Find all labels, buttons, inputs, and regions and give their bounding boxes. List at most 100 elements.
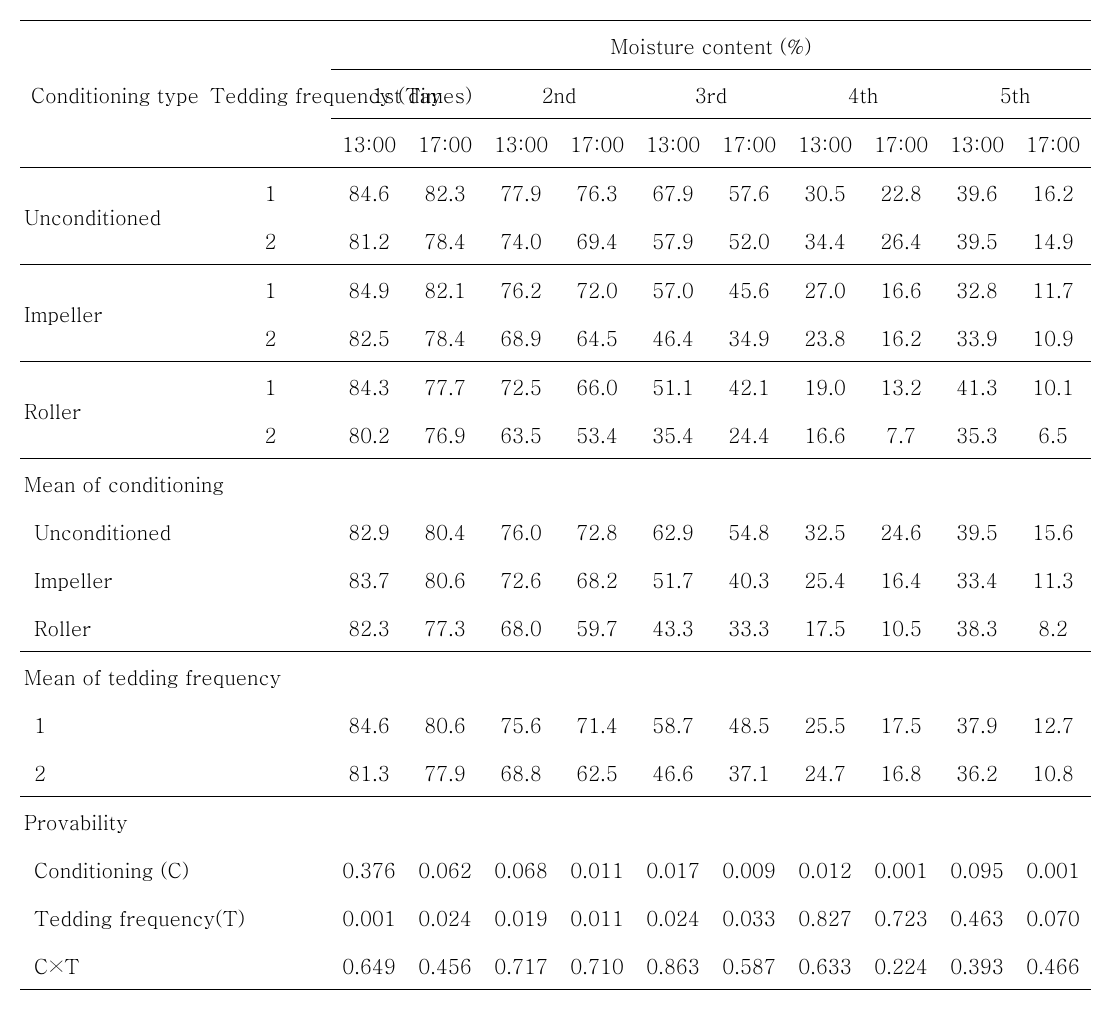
value-cell: 82.5 (331, 313, 407, 362)
label: Conditioning type (31, 80, 199, 109)
value-cell: 48.5 (711, 700, 787, 748)
value-cell: 22.8 (863, 168, 939, 217)
row-label: Tedding frequency(T) (20, 893, 331, 941)
value-cell: 52.0 (711, 216, 787, 265)
value-cell: 16.8 (863, 748, 939, 797)
value-cell: 82.3 (407, 168, 483, 217)
label: 3rd (695, 80, 727, 109)
value-cell: 0.633 (787, 941, 863, 990)
label: 17:00 (418, 129, 472, 158)
value-cell: 0.376 (331, 845, 407, 893)
value-cell: 57.9 (635, 216, 711, 265)
col-day-3: 3rd (635, 70, 787, 119)
col-day-5: 5th (939, 70, 1091, 119)
row-label: Conditioning (C) (20, 845, 331, 893)
value-cell: 84.6 (331, 168, 407, 217)
value-cell: 16.6 (787, 410, 863, 459)
value-cell: 0.011 (559, 845, 635, 893)
treatment-name: Unconditioned (20, 168, 210, 265)
value-cell: 76.2 (483, 265, 559, 314)
value-cell: 10.9 (1015, 313, 1091, 362)
value-cell: 13.2 (863, 362, 939, 411)
value-cell: 16.2 (1015, 168, 1091, 217)
value-cell: 37.9 (939, 700, 1015, 748)
value-cell: 83.7 (331, 555, 407, 603)
value-cell: 76.0 (483, 507, 559, 555)
value-cell: 51.1 (635, 362, 711, 411)
value-cell: 0.062 (407, 845, 483, 893)
value-cell: 0.466 (1015, 941, 1091, 990)
value-cell: 24.4 (711, 410, 787, 459)
label: 17:00 (1026, 129, 1080, 158)
value-cell: 43.3 (635, 603, 711, 652)
value-cell: 33.4 (939, 555, 1015, 603)
value-cell: 0.019 (483, 893, 559, 941)
freq-cell: 2 (210, 410, 331, 459)
value-cell: 10.5 (863, 603, 939, 652)
value-cell: 72.5 (483, 362, 559, 411)
value-cell: 62.9 (635, 507, 711, 555)
value-cell: 16.2 (863, 313, 939, 362)
row-label: Unconditioned (20, 507, 331, 555)
value-cell: 35.3 (939, 410, 1015, 459)
row-label: Impeller (20, 555, 331, 603)
table-row: Conditioning (C) 0.376 0.062 0.068 0.011… (20, 845, 1091, 893)
label: 13:00 (950, 129, 1004, 158)
value-cell: 24.6 (863, 507, 939, 555)
value-cell: 68.0 (483, 603, 559, 652)
row-label: C×T (20, 941, 331, 990)
value-cell: 41.3 (939, 362, 1015, 411)
value-cell: 0.012 (787, 845, 863, 893)
label: 2nd (542, 80, 577, 109)
value-cell: 63.5 (483, 410, 559, 459)
value-cell: 46.6 (635, 748, 711, 797)
value-cell: 11.3 (1015, 555, 1091, 603)
value-cell: 71.4 (559, 700, 635, 748)
value-cell: 77.3 (407, 603, 483, 652)
table-row: Unconditioned 82.9 80.4 76.0 72.8 62.9 5… (20, 507, 1091, 555)
value-cell: 30.5 (787, 168, 863, 217)
value-cell: 11.7 (1015, 265, 1091, 314)
value-cell: 32.8 (939, 265, 1015, 314)
value-cell: 82.1 (407, 265, 483, 314)
value-cell: 0.011 (559, 893, 635, 941)
value-cell: 0.017 (635, 845, 711, 893)
table-row: Roller 1 84.3 77.7 72.5 66.0 51.1 42.1 1… (20, 362, 1091, 411)
freq-cell: 2 (210, 216, 331, 265)
section-title: Mean of conditioning (20, 459, 1091, 508)
value-cell: 51.7 (635, 555, 711, 603)
moisture-table: Conditioning type Tedding frequency (Tim… (20, 20, 1091, 990)
value-cell: 0.001 (1015, 845, 1091, 893)
value-cell: 81.2 (331, 216, 407, 265)
table-row: Unconditioned 1 84.6 82.3 77.9 76.3 67.9… (20, 168, 1091, 217)
section-title: Provability (20, 797, 1091, 846)
value-cell: 42.1 (711, 362, 787, 411)
value-cell: 0.001 (331, 893, 407, 941)
value-cell: 0.587 (711, 941, 787, 990)
label: 17:00 (722, 129, 776, 158)
value-cell: 59.7 (559, 603, 635, 652)
value-cell: 12.7 (1015, 700, 1091, 748)
section-mean-tedding: Mean of tedding frequency (20, 652, 1091, 701)
label: 13:00 (646, 129, 700, 158)
col-time: 17:00 (1015, 119, 1091, 168)
value-cell: 7.7 (863, 410, 939, 459)
value-cell: 0.717 (483, 941, 559, 990)
value-cell: 0.024 (635, 893, 711, 941)
value-cell: 17.5 (863, 700, 939, 748)
value-cell: 66.0 (559, 362, 635, 411)
value-cell: 76.9 (407, 410, 483, 459)
value-cell: 38.3 (939, 603, 1015, 652)
value-cell: 77.7 (407, 362, 483, 411)
table-row: C×T 0.649 0.456 0.717 0.710 0.863 0.587 … (20, 941, 1091, 990)
value-cell: 33.3 (711, 603, 787, 652)
value-cell: 15.6 (1015, 507, 1091, 555)
value-cell: 57.6 (711, 168, 787, 217)
value-cell: 35.4 (635, 410, 711, 459)
table-row: Impeller 83.7 80.6 72.6 68.2 51.7 40.3 2… (20, 555, 1091, 603)
value-cell: 23.8 (787, 313, 863, 362)
freq-cell: 2 (210, 313, 331, 362)
value-cell: 84.3 (331, 362, 407, 411)
col-moisture-content: Moisture content (%) (331, 21, 1091, 70)
value-cell: 0.033 (711, 893, 787, 941)
